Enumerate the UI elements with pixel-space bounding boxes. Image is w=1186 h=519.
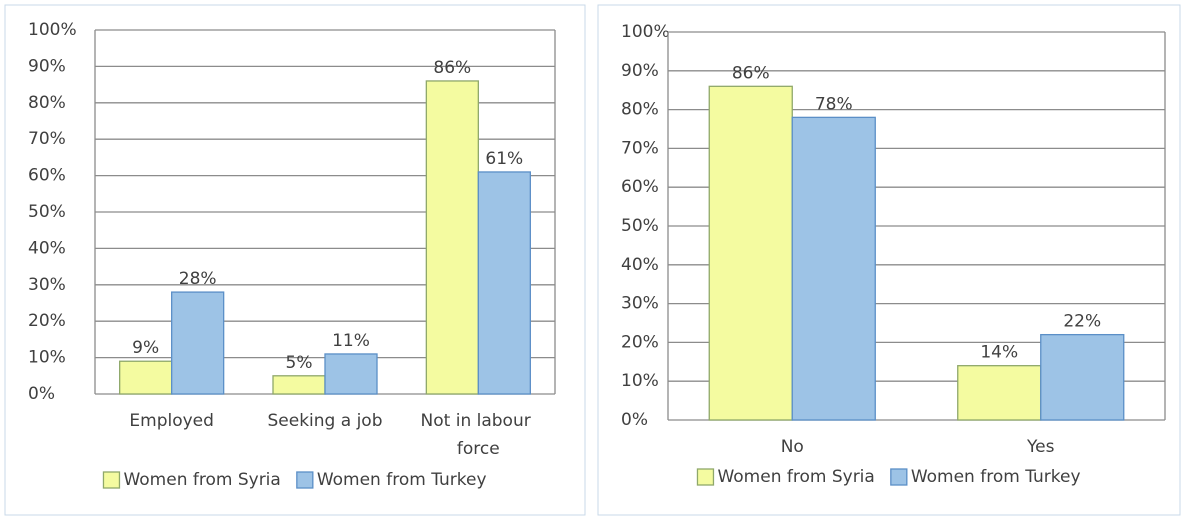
y-tick-label: 100% [28,20,77,40]
data-label: 61% [485,149,523,169]
y-tick-label: 70% [621,138,659,158]
y-tick-label: 90% [621,61,659,81]
y-tick-label: 80% [28,93,66,113]
legend-swatch [296,471,314,489]
bar [957,365,1042,421]
data-label: 22% [1063,312,1101,332]
x-tick-label: Seeking a job [268,411,383,431]
y-tick-label: 20% [621,332,659,352]
y-tick-label: 100% [621,22,670,42]
bar [119,360,173,395]
y-tick-label: 60% [28,166,66,186]
bar [1040,333,1125,421]
data-label: 86% [732,63,770,83]
x-tick-label: Yes [1026,437,1055,457]
bar [477,171,531,395]
y-tick-label: 10% [28,348,66,368]
chart-frame [597,4,1181,516]
y-tick-label: 40% [621,255,659,275]
data-label: 86% [433,58,471,78]
y-tick-label: 60% [621,177,659,197]
y-tick-label: 20% [28,311,66,331]
data-label: 14% [980,343,1018,363]
data-label: 9% [132,338,159,358]
bar [324,353,378,395]
legend-label: Women from Turkey [317,470,487,490]
data-label: 11% [332,331,370,351]
bar [791,116,876,421]
legend-label: Women from Turkey [911,467,1081,487]
legend-swatch [102,471,121,489]
y-tick-label: 50% [28,202,66,222]
legend-label: Women from Syria [123,470,280,490]
data-label: 78% [815,94,853,114]
y-tick-label: 70% [28,129,66,149]
y-tick-label: 10% [621,371,659,391]
bar [708,85,793,421]
x-tick-label: Not in labour force [421,411,537,459]
legend-label: Women from Syria [717,467,874,487]
y-tick-label: 0% [621,410,648,430]
y-tick-label: 50% [621,216,659,236]
data-label: 5% [286,353,313,373]
bar [272,375,326,395]
y-tick-label: 40% [28,238,66,258]
y-tick-label: 30% [621,294,659,314]
y-tick-label: 0% [28,384,55,404]
bar [171,291,225,395]
y-tick-label: 80% [621,100,659,120]
bar [425,80,479,395]
legend-swatch [696,468,715,486]
data-label: 28% [179,269,217,289]
legend-swatch [890,468,908,486]
x-tick-label: Employed [129,411,214,431]
y-tick-label: 90% [28,56,66,76]
x-tick-label: No [781,437,804,457]
y-tick-label: 30% [28,275,66,295]
